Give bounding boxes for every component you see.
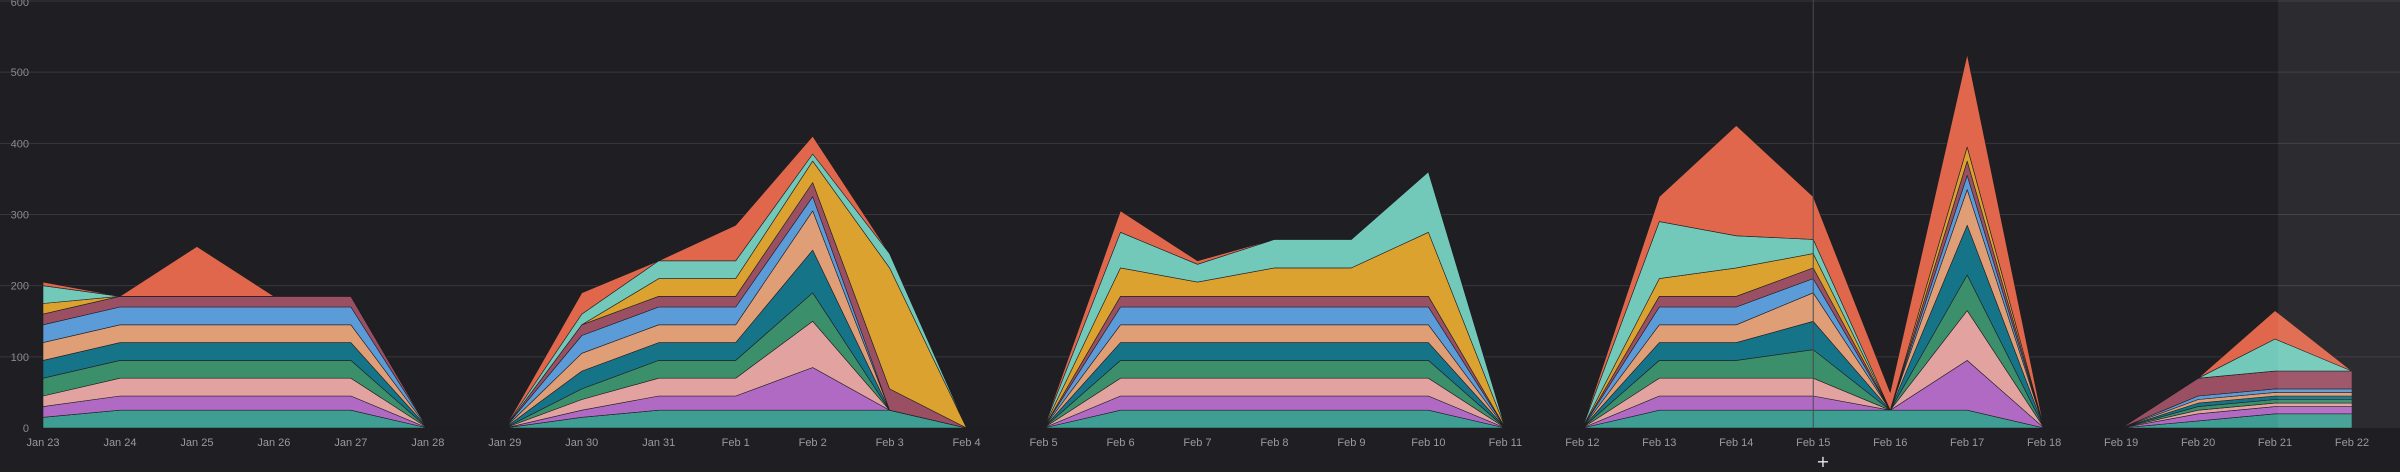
x-tick-label: Feb 15 [1796, 437, 1830, 449]
x-tick-label: Feb 17 [1950, 437, 1984, 449]
x-tick-label: Feb 11 [1489, 437, 1522, 449]
y-tick-label: 300 [11, 210, 29, 222]
x-tick-label: Jan 30 [565, 437, 598, 449]
x-tick-label: Feb 14 [1719, 437, 1753, 449]
x-tick-label: Feb 3 [876, 437, 904, 449]
series-area-coral [42, 54, 2353, 429]
x-tick-label: Feb 13 [1642, 437, 1676, 449]
x-tick-label: Feb 9 [1337, 437, 1365, 449]
x-tick-label: Feb 16 [1873, 437, 1907, 449]
x-tick-label: Feb 18 [2027, 437, 2061, 449]
x-tick-label: Jan 31 [642, 437, 675, 449]
x-tick-label: Feb 22 [2335, 437, 2369, 449]
x-tick-label: Feb 20 [2181, 437, 2215, 449]
y-axis-ticks: 0 100 200 300 400 500 600 [11, 0, 29, 435]
y-tick-label: 100 [11, 352, 29, 364]
x-tick-label: Jan 23 [26, 437, 59, 449]
y-tick-label: 600 [11, 0, 29, 9]
x-tick-label: Feb 8 [1260, 437, 1288, 449]
x-tick-label: Feb 6 [1106, 437, 1134, 449]
y-tick-label: 200 [11, 281, 29, 293]
x-tick-label: Jan 24 [103, 437, 136, 449]
x-tick-label: Feb 2 [799, 437, 827, 449]
x-tick-label: Jan 29 [488, 437, 521, 449]
x-tick-label: Jan 25 [180, 437, 213, 449]
x-tick-label: Feb 5 [1029, 437, 1057, 449]
x-axis-ticks: Jan 23 Jan 24 Jan 25 Jan 26 Jan 27 Jan 28 Jan … [26, 437, 2369, 449]
y-tick-label: 400 [11, 138, 29, 150]
x-tick-label: Feb 19 [2104, 437, 2138, 449]
x-tick-label: Feb 10 [1411, 437, 1445, 449]
crosshair-plus-icon[interactable]: + [1816, 452, 1830, 471]
x-tick-label: Jan 28 [411, 437, 444, 449]
x-tick-label: Feb 7 [1183, 437, 1211, 449]
x-tick-label: Feb 21 [2258, 437, 2292, 449]
x-tick-label: Feb 1 [722, 437, 750, 449]
x-tick-label: Jan 26 [257, 437, 290, 449]
x-tick-label: Feb 12 [1565, 437, 1599, 449]
y-tick-label: 500 [11, 67, 29, 79]
x-tick-label: Jan 27 [334, 437, 367, 449]
series-areas [42, 54, 2353, 429]
x-tick-label: Feb 4 [953, 437, 981, 449]
hover-shade [2278, 0, 2400, 428]
y-tick-label: 0 [23, 423, 29, 435]
